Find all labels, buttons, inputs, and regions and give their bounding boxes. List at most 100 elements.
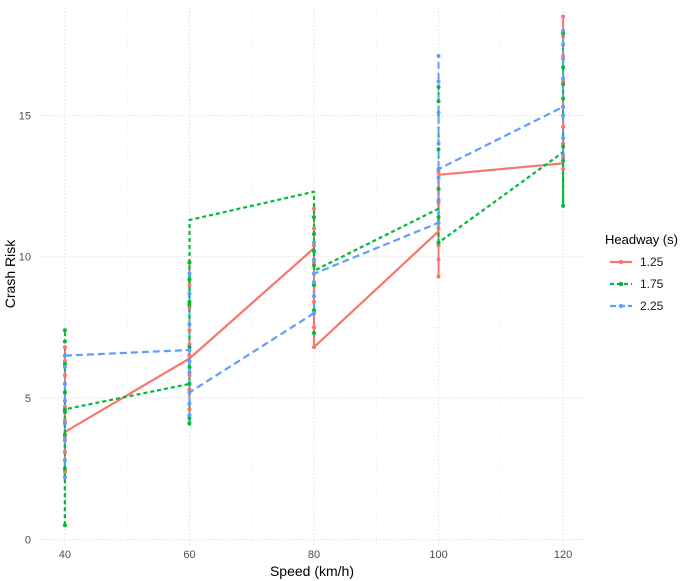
series-1.75-point [62,407,67,412]
series-1.75-point [561,65,566,70]
series-2.25-point [187,412,192,417]
series-1.75-point [62,390,67,395]
series-1.25-point [436,257,441,262]
series-1.75-point [436,215,441,220]
series-1.25-point [187,342,192,347]
x-axis-ticks: 40 60 80 100 120 [59,549,572,561]
x-tick-label: 60 [183,549,195,561]
series-2.25-point [187,271,192,276]
series-1.75-point [312,263,316,268]
series-1.75-point [312,232,316,237]
legend-key-point-2.25 [618,303,624,309]
y-tick-label: 5 [25,393,31,405]
legend: Headway (s) 1.25 1.75 2.25 [605,232,678,313]
series-1.75-point [187,260,192,265]
series-1.25-point [187,387,192,392]
series-1.25-point [62,449,67,454]
series-2.25-point [187,291,192,296]
series-1.25-point [62,373,67,378]
series-1.75-point [312,215,316,220]
series-2.25-point [312,271,316,276]
series-2.25-point [561,56,566,61]
series-1.25-point [62,418,67,423]
series-1.75-point [62,328,67,333]
series-2.25-point [436,220,441,225]
legend-key-point-1.75 [618,281,624,287]
series-1.25-point [561,167,566,172]
series-1.25-point [62,345,67,350]
legend-label-1.25: 1.25 [640,255,664,269]
series-2.25-point [62,438,67,443]
series-1.25-point [436,201,441,206]
series-1.75-point [436,99,441,104]
series-2.25-point [436,141,441,146]
series-1.25-point [187,353,192,358]
series-1.25-point [436,274,441,279]
series-2.25-point [187,322,192,327]
series-1.25-point [561,14,566,19]
series-2.25-point [436,54,441,59]
series-2.25-point [561,76,566,81]
series-1.75-line [63,151,565,526]
series-1.75-point [312,331,316,336]
series-1.75-point [187,381,192,386]
series-1.25-point [187,305,192,310]
series-1.25-point [561,141,566,146]
series-1.25-point [436,226,441,231]
x-tick-label: 80 [308,549,320,561]
series-1.75-point [436,240,441,245]
legend-key-point-1.25 [618,259,624,265]
series-1.75-point [62,410,67,415]
series-1.25-point [62,469,67,474]
y-axis-title: Crash Risk [2,239,18,308]
series-1.75-point [312,308,316,313]
series-1.25-point [561,155,566,160]
series-1.75-point [187,415,192,420]
series-1.75-point [561,31,566,36]
series-2.25-point [561,152,566,157]
series-1.25-point [187,328,192,333]
x-tick-label: 40 [59,549,71,561]
series-1.75-point [436,85,441,90]
series-1.75-point [187,302,192,307]
series-1.25-point [436,243,441,248]
legend-title: Headway (s) [605,232,678,247]
series-1.25-point [312,206,316,211]
series-1.25-point [312,226,316,231]
series-1.25-point [561,54,566,59]
series-1.75-point [187,421,192,426]
series-1.75-point [561,203,566,208]
x-axis-title: Speed (km/h) [270,563,354,579]
series-1.25-point [436,169,441,174]
series-1.25-point [312,325,316,330]
series-1.25-point [312,299,316,304]
series-1.25-point [187,407,192,412]
series-points [62,14,566,528]
series-1.25-point [561,79,566,84]
series-1.75-point [187,345,192,350]
series-2.25-point [62,364,67,369]
series-1.75-point [62,339,67,344]
series-2.25-point [187,390,192,395]
series-1.75-point [561,82,566,87]
series-2.25-point [561,104,566,109]
y-tick-label: 0 [25,534,31,546]
x-tick-label: 120 [554,549,572,561]
series-1.75-point [187,299,192,304]
series-1.75-point [561,158,566,163]
y-axis-ticks: 0 5 10 15 [19,110,31,546]
series-2.25-point [312,257,316,262]
x-tick-label: 100 [429,549,447,561]
series-2.25-point [312,294,316,299]
series-2.25-point [62,475,67,480]
series-1.25-point [187,282,192,287]
series-2.25-point [312,311,316,316]
series-1.75-point [436,147,441,152]
series-1.25-point [561,34,566,39]
series-1.25-point [62,359,67,364]
series-1.75-point [312,249,316,254]
series-1.75-point [62,362,67,367]
series-2.25-point [436,79,441,84]
